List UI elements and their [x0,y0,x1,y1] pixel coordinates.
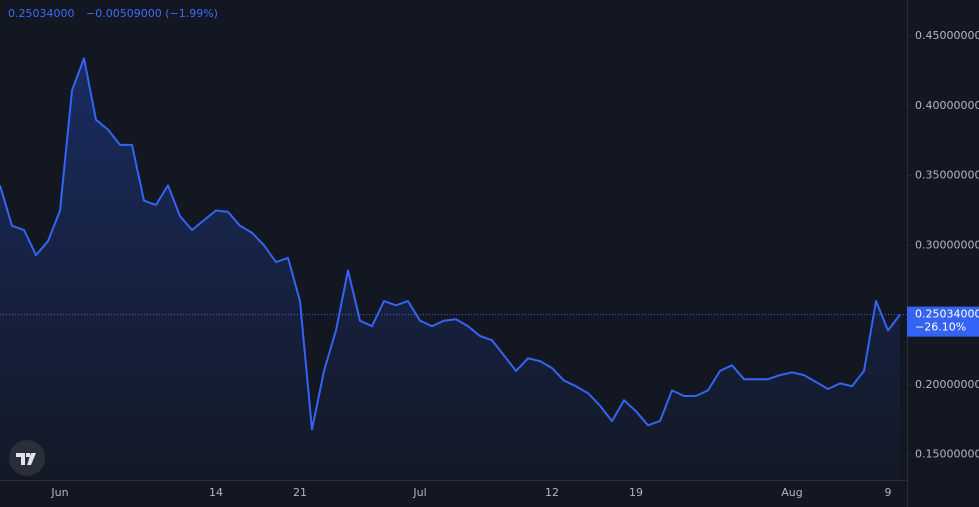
y-tick-label: 0.45000000 [915,29,979,42]
price-line [0,57,901,431]
y-tick-label: 0.15000000 [915,448,979,461]
logo[interactable] [9,440,45,476]
x-tick-label: 19 [629,486,643,499]
y-tick-label: 0.35000000 [915,169,979,182]
y-tick-label: 0.20000000 [915,378,979,391]
header-last: 0.25034000 [8,7,74,20]
plot [0,57,907,479]
price-tag-change: −26.10% [915,321,966,334]
x-tick-label: Jun [50,486,68,499]
price-tag [907,306,979,337]
x-tick-label: 12 [545,486,559,499]
area-fill [0,58,900,479]
x-tick-label: 14 [209,486,223,499]
x-tick-label: Aug [781,486,802,499]
x-tick-label: 21 [293,486,307,499]
y-tick-label: 0.30000000 [915,238,979,251]
y-tick-label: 0.40000000 [915,99,979,112]
x-tick-label: 9 [885,486,892,499]
price-tag-value: 0.25034000 [915,308,979,321]
x-tick-label: Jul [412,486,426,499]
header-change: −0.00509000 (−1.99%) [86,7,218,20]
